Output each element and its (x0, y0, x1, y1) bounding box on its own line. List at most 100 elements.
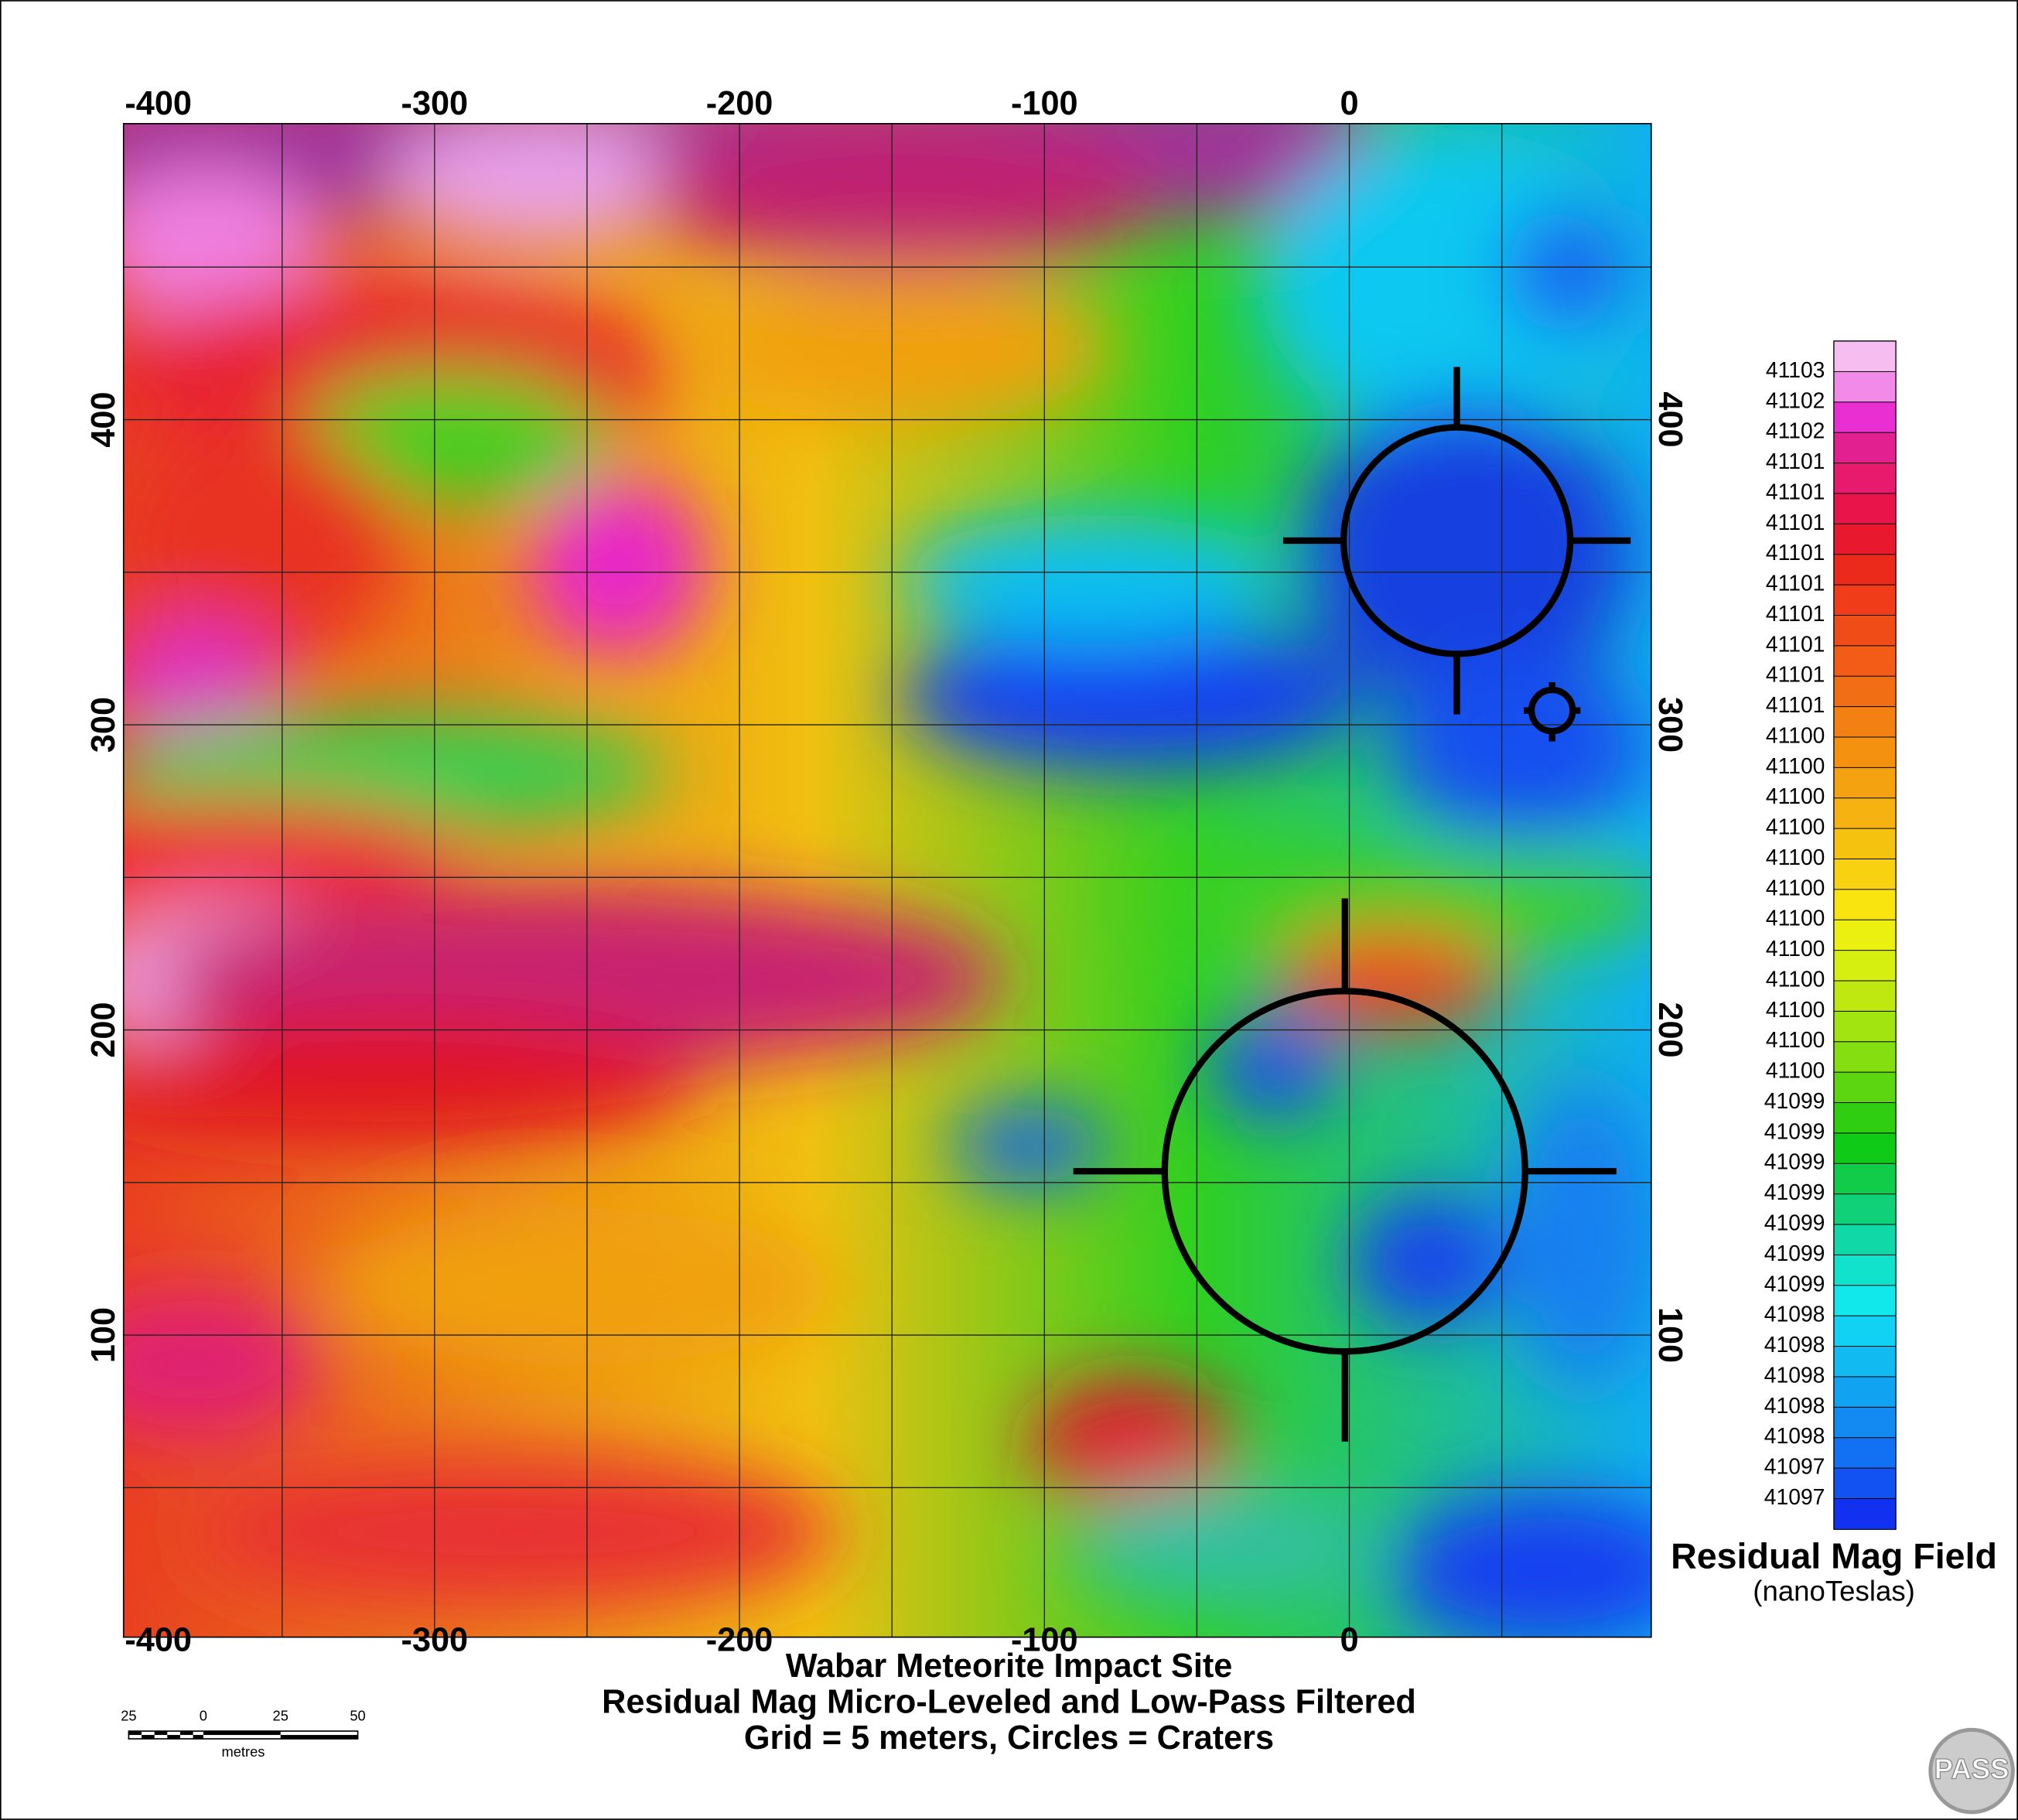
heatmap (123, 123, 1651, 1637)
x-tick-label: -300 (401, 85, 469, 122)
legend-label: 41100 (1766, 875, 1825, 900)
legend-label: 41102 (1766, 388, 1825, 412)
legend-swatch (1833, 828, 1897, 860)
legend-label: 41101 (1766, 540, 1825, 565)
y-tick-label: 300 (1651, 697, 1688, 753)
legend-label: 41100 (1766, 1058, 1825, 1083)
legend-swatch (1833, 736, 1897, 769)
legend-swatch (1833, 554, 1897, 586)
grid (123, 123, 1651, 1637)
legend-swatch (1833, 889, 1897, 921)
legend-label: 41100 (1766, 936, 1825, 961)
legend-label: 41099 (1764, 1149, 1825, 1174)
plot-border (122, 123, 1652, 1638)
legend-label: 41099 (1764, 1210, 1825, 1235)
legend-swatch (1833, 340, 1897, 373)
logo: PASS (1928, 1727, 2015, 1815)
legend-label: 41098 (1764, 1393, 1825, 1418)
scale-label: 0 (200, 1708, 207, 1724)
logo-text: PASS (1934, 1753, 2009, 1784)
legend-label: 41101 (1766, 662, 1825, 687)
scale-label: 50 (350, 1708, 365, 1724)
legend-swatch (1833, 584, 1897, 616)
legend-swatch (1833, 1102, 1897, 1134)
x-tick-label: 0 (1340, 85, 1358, 122)
legend-swatch (1833, 463, 1897, 494)
legend-label: 41100 (1766, 845, 1825, 869)
legend-swatch (1833, 370, 1897, 403)
legend-label: 41100 (1766, 906, 1825, 930)
legend-swatch (1833, 1376, 1897, 1409)
title-line: Wabar Meteorite Impact Site (786, 1648, 1233, 1685)
title-line: Grid = 5 meters, Circles = Craters (744, 1719, 1274, 1757)
legend-swatch (1833, 1010, 1897, 1043)
y-tick-label: 200 (85, 1002, 122, 1057)
legend-swatch (1833, 1467, 1897, 1500)
x-tick-label: -200 (706, 85, 773, 122)
legend-label: 41101 (1766, 631, 1825, 656)
scale-unit: metres (222, 1743, 265, 1760)
legend-label: 41101 (1766, 692, 1825, 717)
legend-label: 41098 (1764, 1362, 1825, 1387)
legend-swatch (1833, 493, 1897, 525)
legend-label: 41100 (1766, 814, 1825, 839)
x-tick-label: 0 (1340, 1622, 1358, 1659)
legend-label: 41097 (1764, 1484, 1825, 1509)
legend-label: 41100 (1766, 753, 1825, 778)
legend-swatch (1833, 980, 1897, 1012)
legend-swatch (1833, 1224, 1897, 1256)
legend-label: 41100 (1766, 997, 1825, 1022)
legend-subtitle: (nanoTeslas) (1753, 1576, 1915, 1607)
y-tick-label: 100 (85, 1307, 122, 1363)
legend-swatch (1833, 1346, 1897, 1378)
legend-label: 41101 (1766, 571, 1825, 596)
legend-swatch (1833, 950, 1897, 982)
legend-swatch (1833, 1315, 1897, 1347)
legend-swatch (1833, 1193, 1897, 1226)
y-tick-label: 100 (1651, 1307, 1688, 1363)
legend-label: 41099 (1764, 1180, 1825, 1204)
legend-label: 41099 (1764, 1241, 1825, 1265)
legend-swatch (1833, 401, 1897, 434)
legend-swatch (1833, 1071, 1897, 1104)
legend-swatch (1833, 1132, 1897, 1165)
legend-label: 41101 (1766, 601, 1825, 626)
legend-swatch (1833, 1285, 1897, 1317)
legend-swatch (1833, 797, 1897, 830)
legend-swatch (1833, 675, 1897, 708)
scale-label: 25 (121, 1708, 136, 1724)
y-tick-label: 200 (1651, 1002, 1688, 1057)
x-tick-label: -100 (1011, 1622, 1078, 1659)
legend-swatch (1833, 1163, 1897, 1195)
legend-label: 41099 (1764, 1088, 1825, 1113)
legend-swatch (1833, 1406, 1897, 1439)
scale-label: 25 (273, 1708, 289, 1724)
legend-swatch (1833, 1497, 1897, 1530)
legend-label: 41100 (1766, 1027, 1825, 1052)
title-line: Residual Mag Micro-Leveled and Low-Pass … (602, 1684, 1416, 1721)
y-tick-label: 400 (85, 391, 122, 447)
legend-swatch (1833, 614, 1897, 647)
legend-label: 41100 (1766, 966, 1825, 991)
legend-label: 41098 (1764, 1423, 1825, 1448)
legend-label: 41099 (1764, 1118, 1825, 1143)
legend-label: 41098 (1764, 1302, 1825, 1327)
legend-swatch (1833, 1041, 1897, 1074)
legend-swatch (1833, 645, 1897, 678)
x-tick-label: -400 (125, 85, 192, 122)
legend-swatch (1833, 1254, 1897, 1286)
legend-label: 41099 (1764, 1271, 1825, 1296)
legend-label: 41103 (1766, 357, 1825, 382)
legend-swatch (1833, 858, 1897, 890)
legend-label: 41100 (1766, 784, 1825, 808)
legend-label: 41101 (1766, 449, 1825, 473)
legend-swatch (1833, 767, 1897, 799)
legend-swatch (1833, 706, 1897, 738)
scale-bar: 25 0 25 50 metres (121, 1708, 366, 1760)
legend-title: Residual Mag Field (1671, 1535, 1997, 1576)
legend-label: 41102 (1766, 418, 1825, 443)
y-tick-label: 400 (1651, 391, 1688, 447)
x-tick-label: -100 (1011, 85, 1078, 122)
